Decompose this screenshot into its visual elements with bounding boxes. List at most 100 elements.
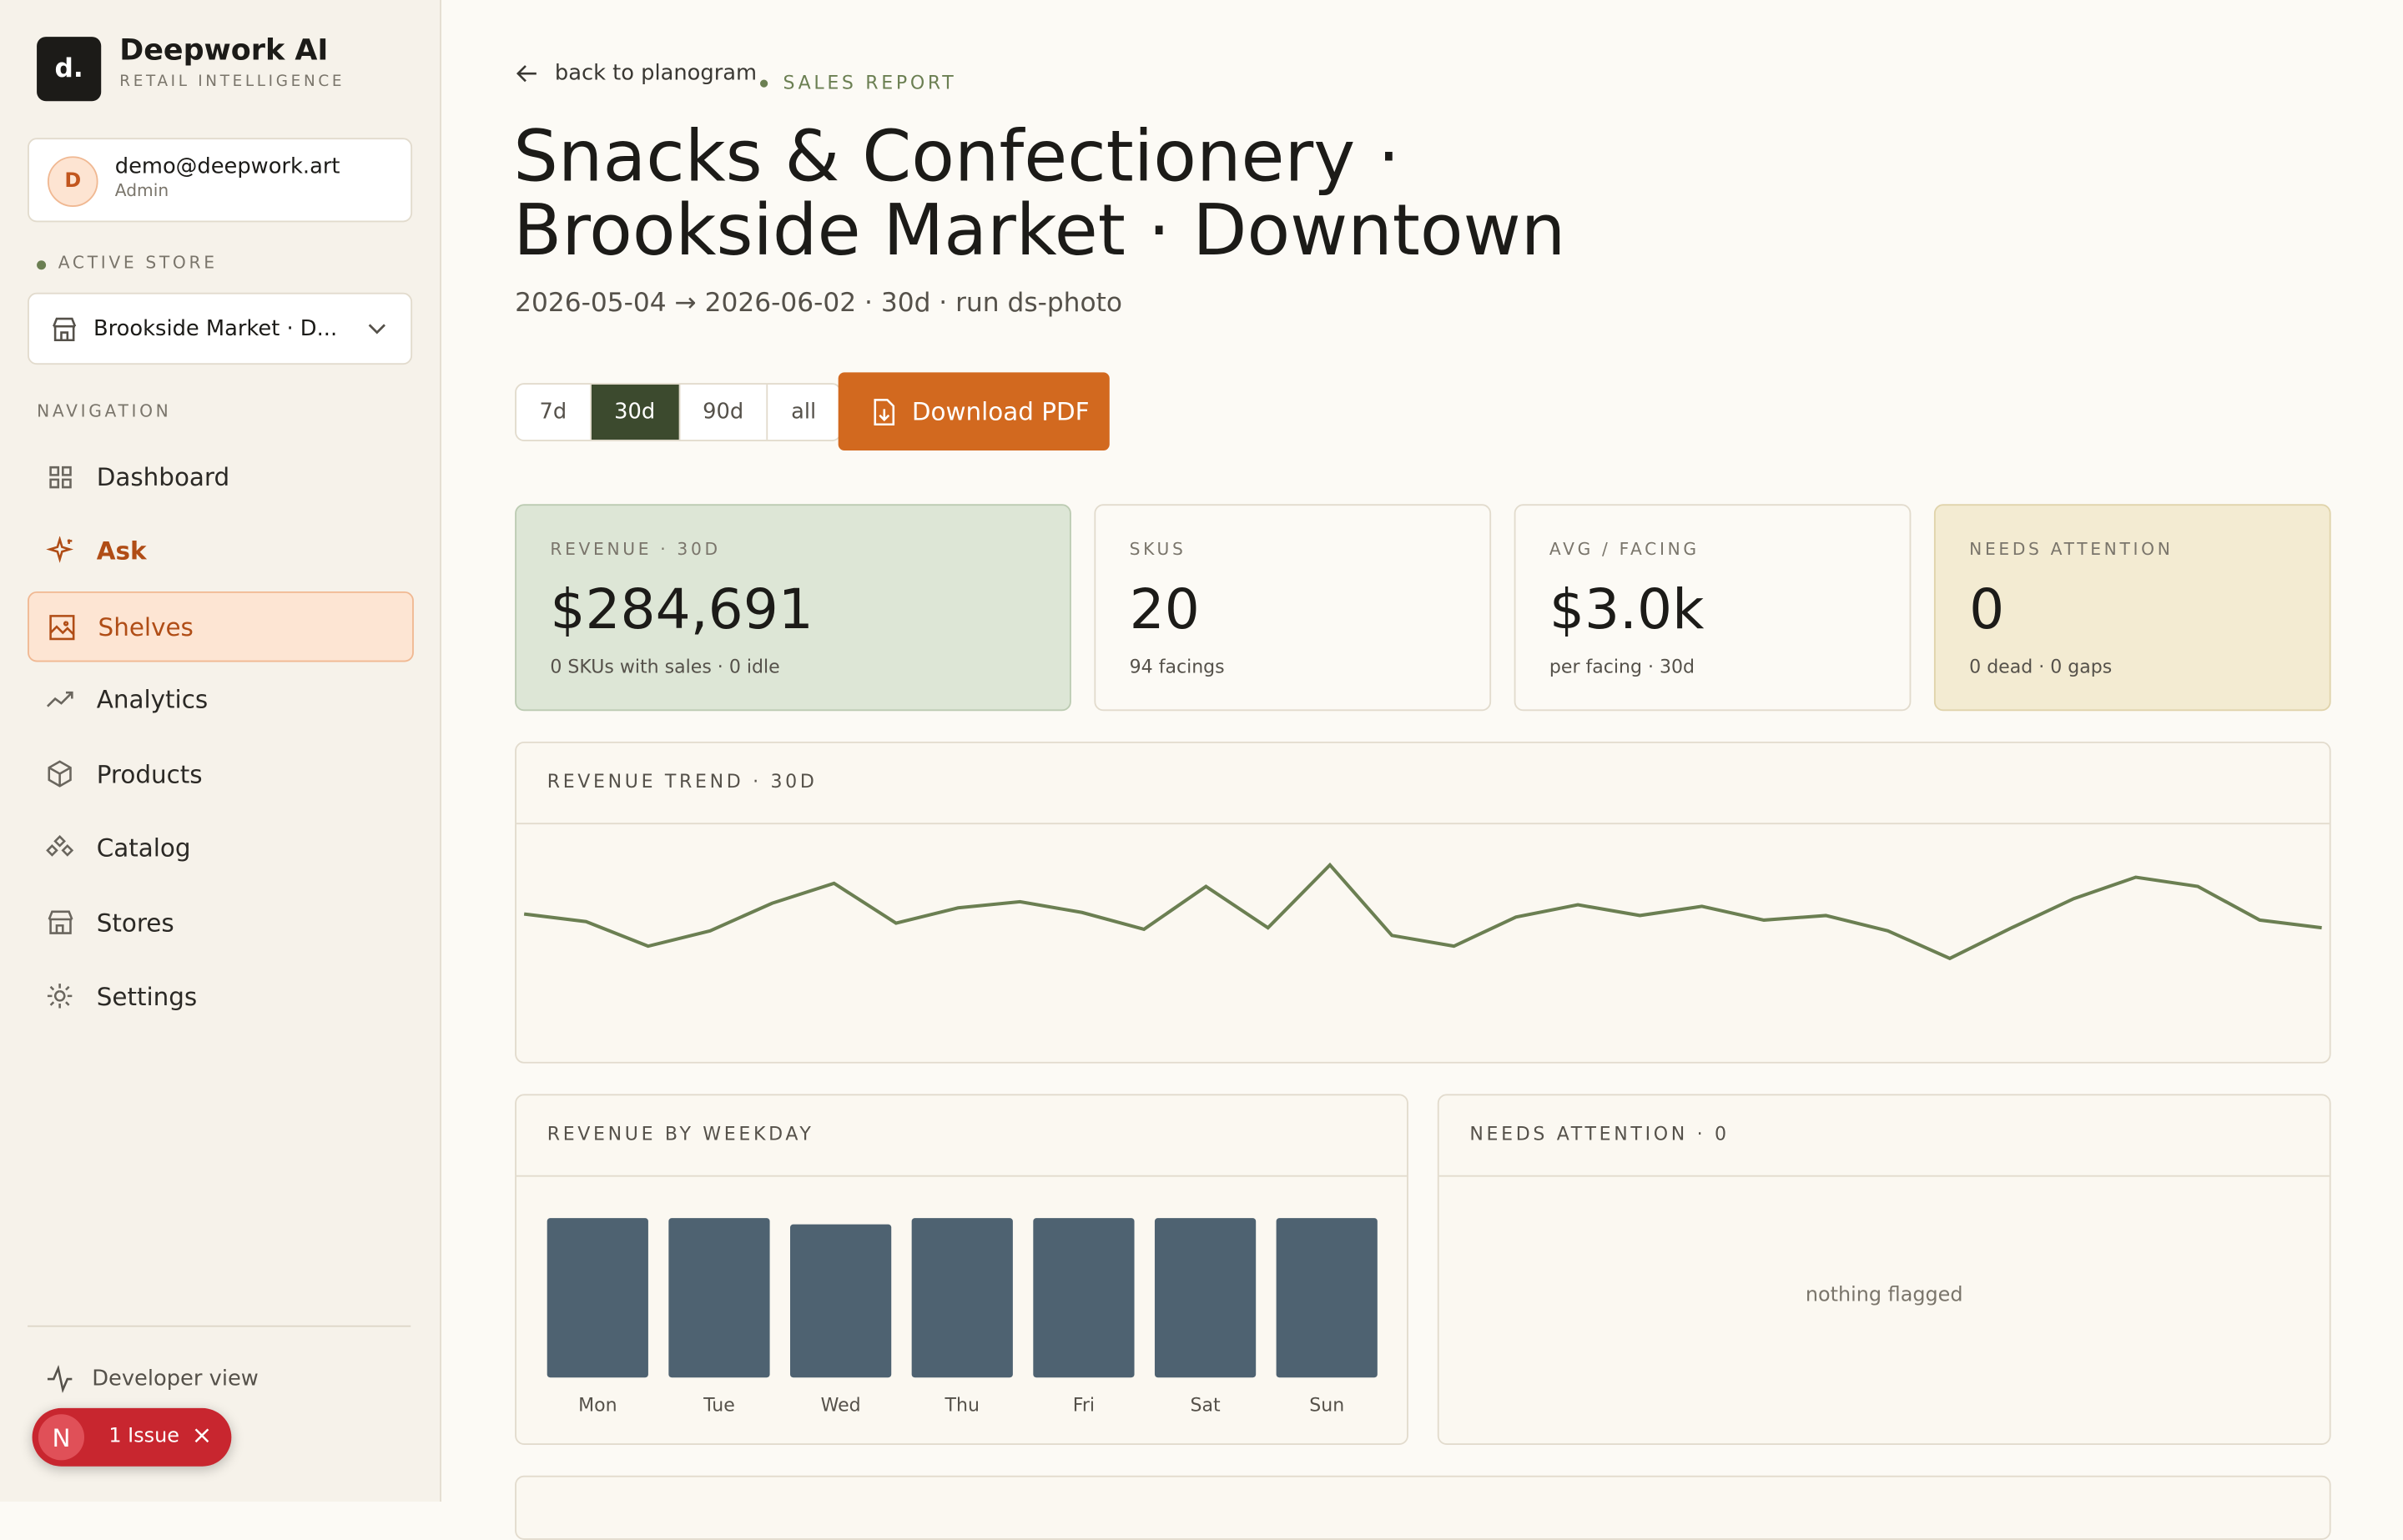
nav-item[interactable]: Settings: [28, 963, 411, 1030]
empty-state: nothing flagged: [1805, 1284, 1963, 1307]
kpi-card: NEEDS ATTENTION 0 0 dead · 0 gaps: [1933, 504, 2331, 712]
nav-item[interactable]: Shelves: [28, 591, 414, 662]
period-option[interactable]: all: [791, 400, 817, 425]
kpi-card: REVENUE · 30D $284,691 0 SKUs with sales ·…: [515, 504, 1071, 712]
nav-icon: [48, 759, 72, 787]
download-text: Download PDF: [911, 396, 1090, 426]
pdf-icon: [874, 398, 895, 425]
bar: [668, 1218, 770, 1378]
app: d. Deepwork AI RETAIL INTELLIGENCE D dem…: [0, 0, 2331, 1540]
bar: [1154, 1218, 1257, 1378]
nav-item[interactable]: Products: [28, 740, 411, 808]
nav-item[interactable]: Stores: [28, 888, 411, 956]
panel-title: REVENUE TREND · 30D: [547, 770, 818, 793]
next-panel: [515, 1475, 2331, 1540]
nav-text: Catalog: [96, 833, 191, 863]
pulse-icon: [47, 1365, 73, 1393]
panel-title: REVENUE BY WEEKDAY: [547, 1123, 814, 1145]
active-store-label: ACTIVE STORE: [58, 253, 218, 273]
status-dot: [37, 260, 47, 270]
nav-item[interactable]: Ask: [28, 517, 411, 585]
period-option[interactable]: 30d: [591, 385, 680, 440]
kpi-note: per facing · 30d: [1549, 656, 1695, 677]
bar: [911, 1218, 1013, 1378]
nav-text: Analytics: [96, 685, 209, 714]
eyebrow-dot: [760, 79, 768, 88]
divider: [516, 1175, 1408, 1177]
nav-icon: [46, 536, 74, 563]
x-tick-label: Tue: [703, 1396, 735, 1417]
nav-icon: [46, 835, 74, 857]
trend-panel: REVENUE TREND · 30D: [515, 741, 2331, 1064]
download-button[interactable]: Download PDF: [838, 372, 1110, 450]
developer-view[interactable]: Developer view: [46, 1365, 259, 1393]
x-tick-label: Thu: [945, 1396, 980, 1417]
issue-pill[interactable]: N 1 Issue ×: [32, 1407, 232, 1467]
title-line: Brookside Market · Downtown: [513, 188, 1566, 272]
title-line: Snacks & Confectionery ·: [513, 114, 1400, 198]
period-option[interactable]: 90d: [680, 385, 768, 440]
nav-icon: [48, 909, 73, 934]
nav-text: Shelves: [98, 611, 194, 642]
user-email: demo@deepwork.art: [114, 154, 340, 179]
chevron: [368, 323, 385, 334]
kpi-label: REVENUE · 30D: [550, 539, 721, 560]
logo: d.: [37, 37, 102, 102]
nav-label: NAVIGATION: [37, 401, 172, 422]
panel-title: NEEDS ATTENTION · 0: [1469, 1123, 1730, 1145]
bar-chart: Mon Tue Wed Thu Fri Sat Sun: [547, 1218, 1378, 1417]
kpi-label: NEEDS ATTENTION: [1969, 539, 2174, 560]
kpi-card: AVG / FACING $3.0k per facing · 30d: [1514, 504, 1912, 712]
kpi-note: 94 facings: [1129, 656, 1225, 677]
x-tick-label: Mon: [578, 1396, 617, 1417]
store-name: Brookside Market · D...: [93, 316, 338, 341]
back-icon: [516, 65, 537, 83]
page-title: Snacks & Confectionery · Brookside Market…: [513, 119, 1565, 266]
nav-text: Ask: [96, 536, 147, 566]
x-tick-label: Wed: [821, 1396, 861, 1417]
nav-text: Products: [96, 759, 203, 788]
nav-icon: [47, 984, 73, 1009]
period-option[interactable]: 7d: [516, 385, 592, 440]
back-text: back to planogram: [554, 61, 758, 86]
divider: [1438, 1175, 2330, 1177]
subtitle: 2026-05-04 → 2026-06-02 · 30d · run ds-p…: [515, 288, 1122, 320]
avatar: D: [47, 156, 98, 207]
issue-close[interactable]: ×: [191, 1420, 213, 1450]
nav-item[interactable]: Catalog: [28, 814, 411, 882]
user-card[interactable]: D demo@deepwork.art Admin: [28, 138, 413, 223]
issue-badge: N: [38, 1414, 85, 1461]
kpi-note: 0 dead · 0 gaps: [1969, 656, 2113, 677]
user-role: Admin: [114, 180, 169, 201]
issue-text: 1 Issue: [108, 1425, 179, 1448]
developer-text: Developer view: [92, 1366, 259, 1392]
back-link[interactable]: back to planogram: [515, 61, 758, 86]
bar: [1276, 1218, 1378, 1378]
nav-item[interactable]: Dashboard: [28, 443, 411, 511]
bar: [1033, 1218, 1135, 1378]
sidebar: d. Deepwork AI RETAIL INTELLIGENCE D dem…: [0, 0, 441, 1502]
kpi-note: 0 SKUs with sales · 0 idle: [550, 656, 780, 677]
kpi-value: 0: [1969, 579, 2005, 642]
trend-line: [523, 862, 2322, 961]
divider: [28, 1325, 411, 1327]
nav-text: Stores: [96, 908, 174, 938]
nav-text: Settings: [96, 982, 198, 1012]
nav-item[interactable]: Analytics: [28, 666, 411, 733]
eyebrow: SALES REPORT: [783, 72, 957, 94]
page: d. Deepwork AI RETAIL INTELLIGENCE D dem…: [0, 0, 2331, 1540]
store-select[interactable]: Brookside Market · D...: [28, 292, 413, 365]
x-tick-label: Sun: [1309, 1396, 1344, 1417]
attention-panel: NEEDS ATTENTION · 0 nothing flagged: [1437, 1094, 2331, 1446]
kpi-card: SKUS 20 94 facings: [1094, 504, 1492, 712]
nav-icon: [49, 614, 75, 640]
nav-icon: [49, 465, 72, 488]
store-icon: [53, 316, 77, 341]
kpi-value: $3.0k: [1549, 579, 1705, 642]
divider: [516, 823, 2330, 825]
bar: [547, 1218, 648, 1378]
kpi-label: SKUS: [1129, 539, 1186, 560]
nav-icon: [47, 691, 73, 707]
x-tick-label: Fri: [1073, 1396, 1095, 1417]
nav-text: Dashboard: [96, 461, 230, 491]
